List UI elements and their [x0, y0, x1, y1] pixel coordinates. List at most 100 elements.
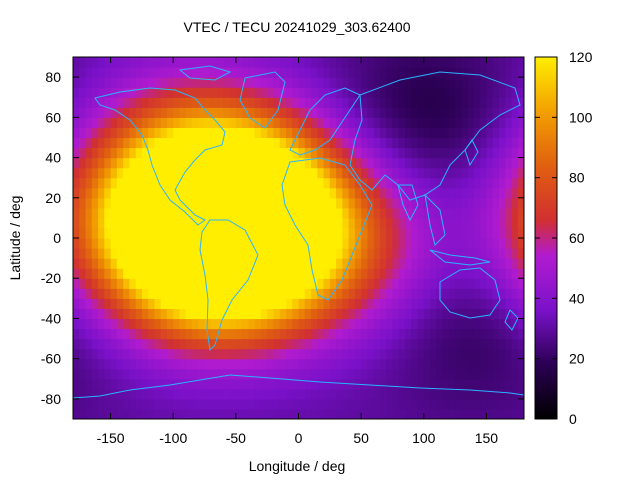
heatmap-cell [116, 238, 124, 249]
heatmap-cell [336, 268, 343, 279]
heatmap-cell [123, 298, 130, 309]
heatmap-cell [336, 227, 343, 239]
heatmap-cell [398, 207, 406, 219]
heatmap-cell [198, 308, 206, 320]
heatmap-cell [473, 107, 481, 118]
heatmap-cell [404, 217, 412, 229]
heatmap-cell [110, 117, 118, 128]
heatmap-cell [166, 227, 174, 239]
heatmap-cell [217, 288, 224, 299]
heatmap-cell [473, 67, 481, 78]
heatmap-cell [198, 217, 206, 229]
heatmap-cell [192, 227, 199, 239]
heatmap-cell [192, 57, 199, 68]
heatmap-cell [392, 57, 400, 68]
heatmap-cell [210, 248, 218, 259]
heatmap-cell [348, 77, 356, 88]
heatmap-cell [348, 137, 356, 149]
heatmap-cell [367, 87, 375, 98]
heatmap-cell [392, 207, 400, 219]
heatmap-cell [179, 57, 187, 68]
heatmap-cell [110, 258, 118, 269]
heatmap-cell [304, 368, 312, 380]
heatmap-cell [160, 57, 168, 68]
heatmap-cell [179, 268, 187, 279]
heatmap-cell [517, 227, 524, 239]
heatmap-cell [141, 167, 149, 179]
heatmap-cell [361, 288, 368, 299]
heatmap-cell [379, 388, 387, 400]
heatmap-cell [292, 348, 300, 360]
heatmap-cell [517, 57, 524, 68]
heatmap-cell [423, 258, 431, 269]
heatmap-cell [430, 268, 437, 279]
heatmap-cell [166, 197, 174, 209]
heatmap-cell [417, 207, 425, 219]
heatmap-cell [148, 248, 156, 259]
heatmap-cell [273, 358, 281, 370]
heatmap-cell [154, 77, 162, 88]
heatmap-cell [129, 87, 137, 98]
heatmap-cell [298, 308, 306, 320]
heatmap-cell [423, 197, 431, 209]
heatmap-cell [367, 268, 375, 279]
heatmap-cell [273, 348, 281, 360]
heatmap-cell [361, 127, 368, 139]
heatmap-cell [166, 77, 174, 88]
heatmap-cell [204, 97, 212, 108]
heatmap-cell [436, 248, 444, 259]
heatmap-cell [79, 348, 87, 360]
heatmap-cell [279, 107, 287, 118]
heatmap-cell [160, 87, 168, 98]
heatmap-cell [135, 57, 143, 68]
heatmap-cell [348, 348, 356, 360]
heatmap-cell [292, 217, 300, 229]
heatmap-cell [404, 308, 412, 320]
heatmap-cell [179, 288, 187, 299]
heatmap-cell [141, 268, 149, 279]
heatmap-cell [154, 358, 162, 370]
heatmap-cell [98, 398, 105, 410]
heatmap-cell [505, 298, 513, 309]
heatmap-cell [417, 368, 425, 380]
heatmap-cell [260, 348, 268, 360]
heatmap-cell [141, 258, 149, 269]
heatmap-cell [367, 338, 375, 350]
heatmap-cell [354, 77, 362, 88]
heatmap-cell [348, 107, 356, 118]
heatmap-cell [185, 278, 193, 289]
heatmap-cell [404, 408, 412, 419]
heatmap-cell [455, 197, 462, 209]
heatmap-cell [461, 137, 469, 149]
heatmap-cell [173, 197, 181, 209]
heatmap-cell [141, 177, 149, 189]
heatmap-cell [217, 67, 224, 78]
heatmap-cell [329, 248, 337, 259]
heatmap-cell [98, 177, 105, 189]
heatmap-cell [123, 238, 130, 249]
heatmap-cell [285, 97, 293, 108]
heatmap-cell [336, 258, 343, 269]
heatmap-cell [298, 107, 306, 118]
heatmap-cell [129, 298, 137, 309]
heatmap-cell [185, 127, 193, 139]
heatmap-cell [311, 187, 318, 199]
heatmap-cell [116, 408, 124, 419]
heatmap-cell [254, 77, 262, 88]
heatmap-cell [104, 57, 112, 68]
heatmap-cell [417, 157, 425, 169]
heatmap-cell [279, 217, 287, 229]
heatmap-cell [480, 77, 488, 88]
heatmap-cell [229, 338, 237, 350]
heatmap-cell [85, 338, 93, 350]
heatmap-cell [511, 408, 519, 419]
heatmap-cell [329, 398, 337, 410]
heatmap-cell [411, 197, 419, 209]
heatmap-cell [486, 167, 494, 179]
heatmap-cell [242, 238, 249, 249]
heatmap-cell [242, 348, 249, 360]
heatmap-cell [411, 288, 419, 299]
heatmap-cell [417, 67, 425, 78]
heatmap-cell [473, 288, 481, 299]
heatmap-cell [110, 227, 118, 239]
